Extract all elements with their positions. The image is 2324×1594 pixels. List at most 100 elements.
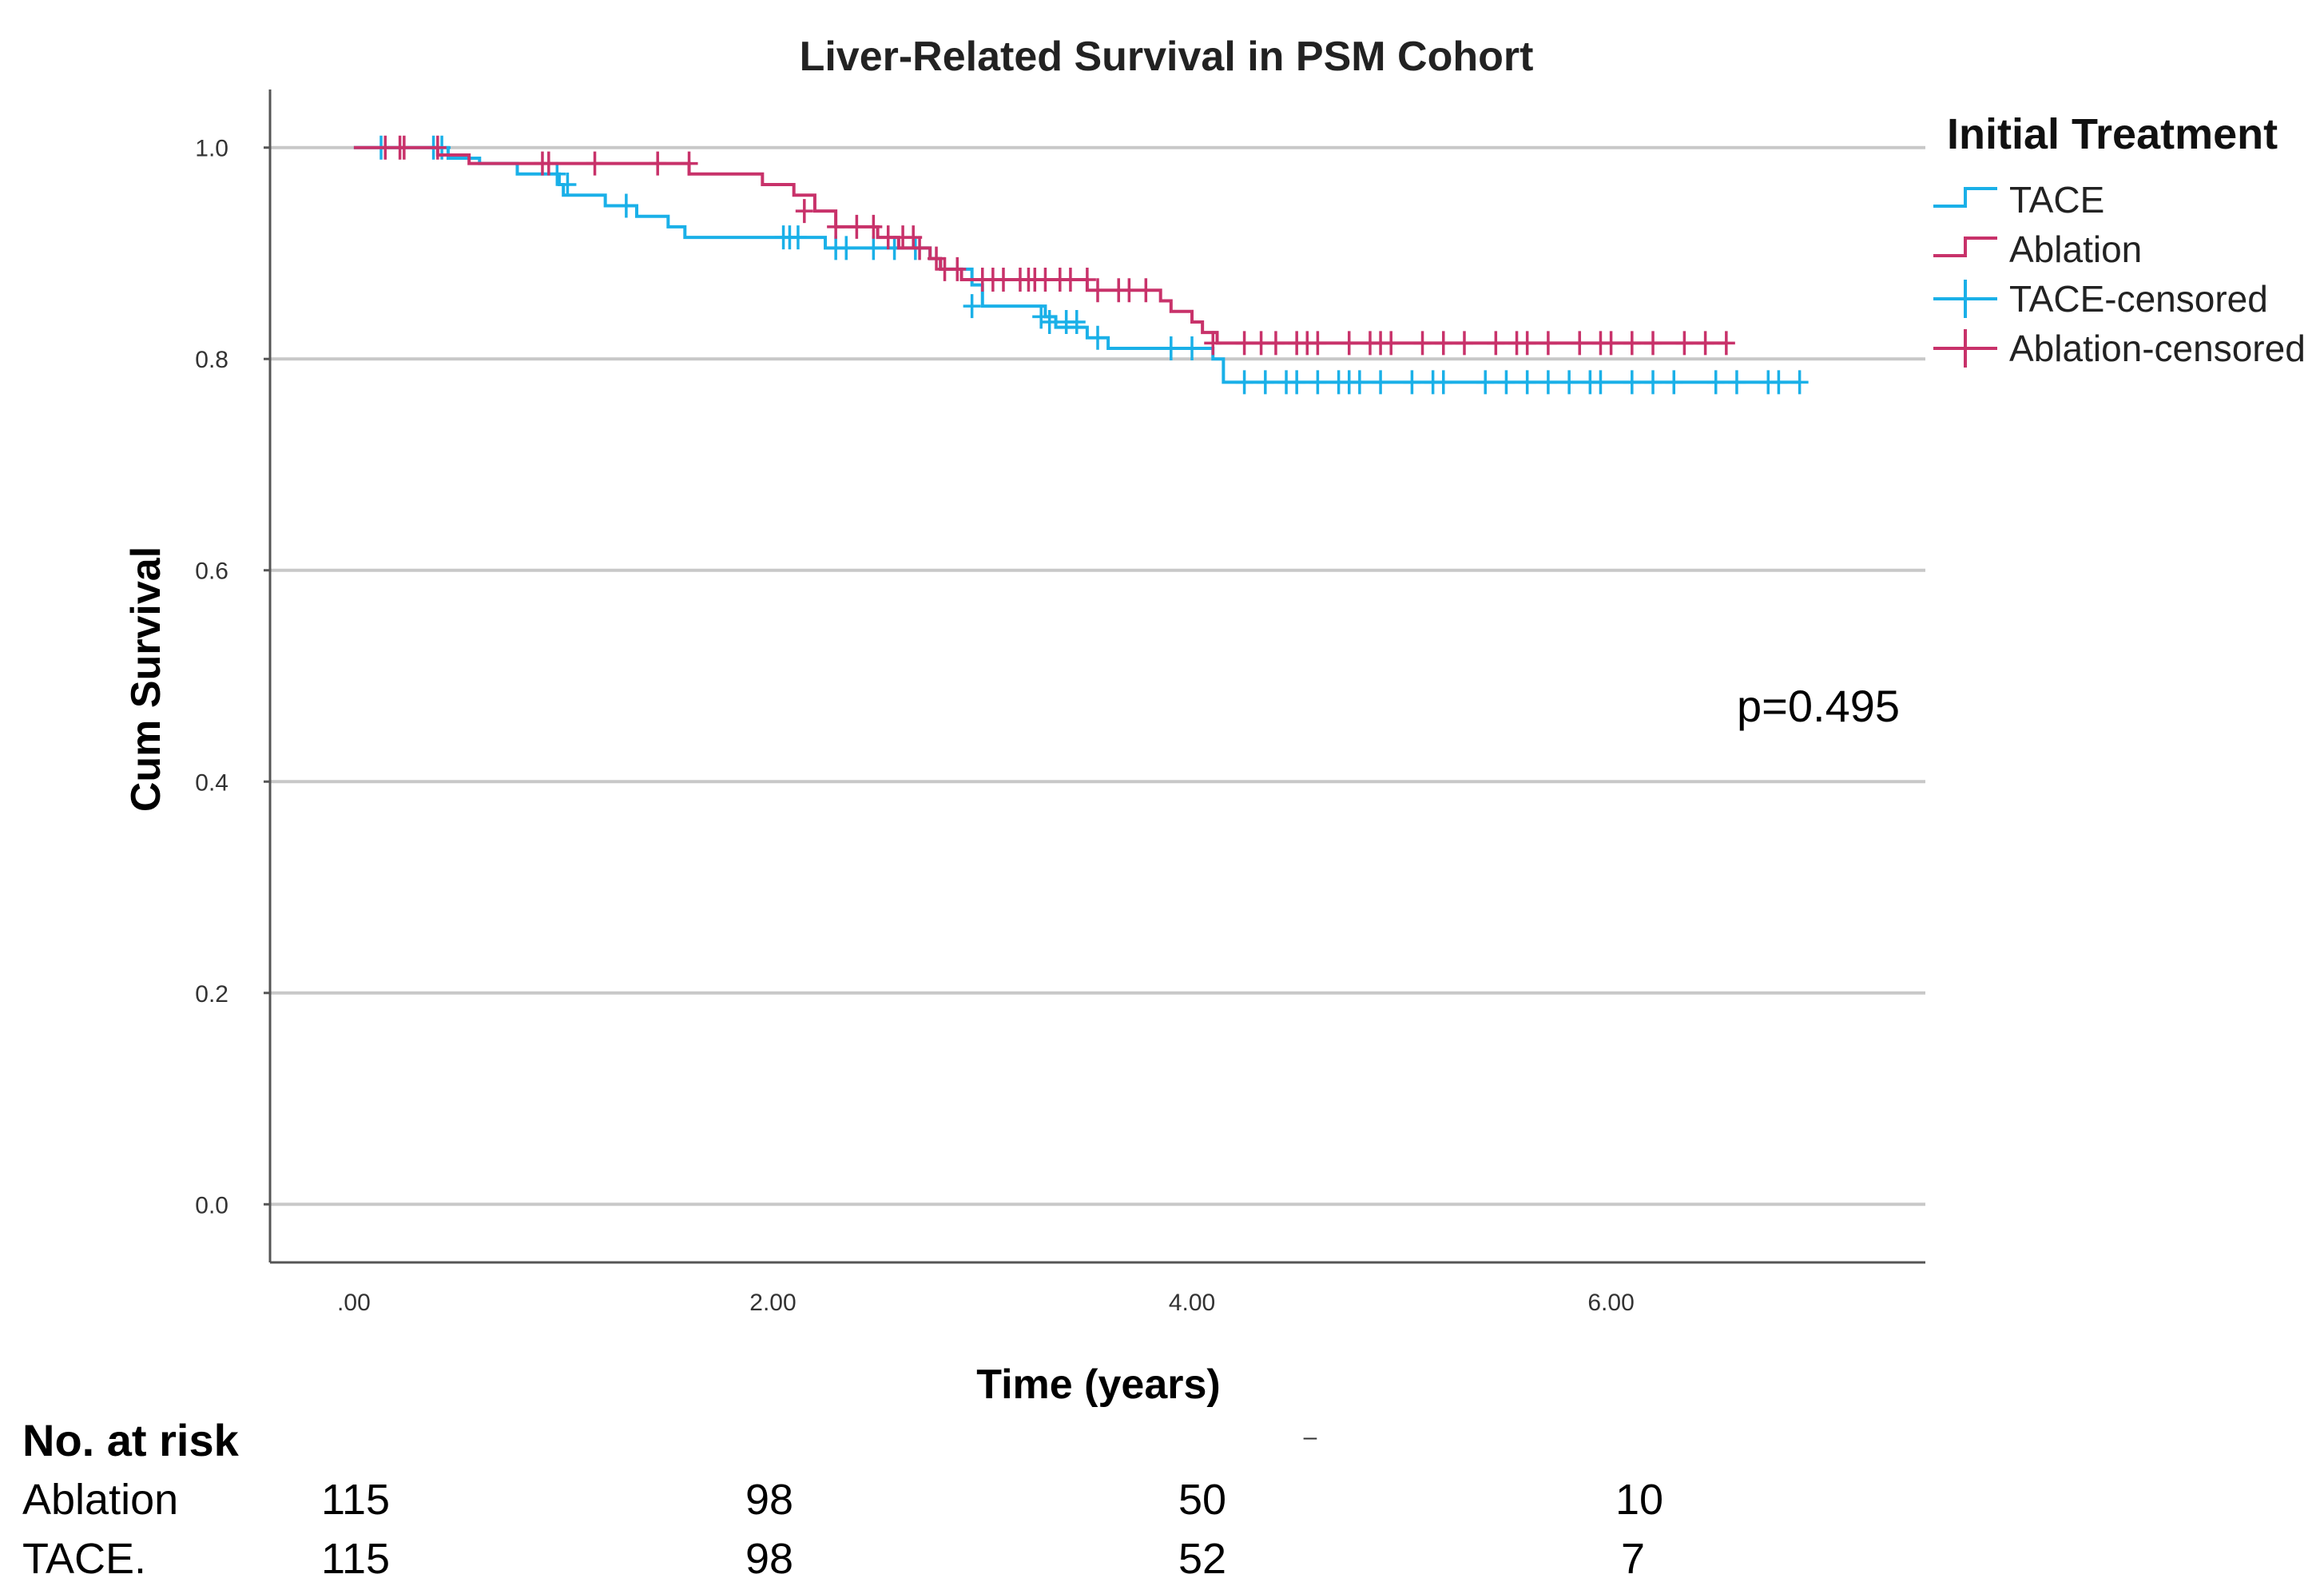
risk-value: 115: [321, 1476, 390, 1524]
censor-mark-tace: [558, 173, 577, 197]
censor-mark-ablation: [395, 135, 413, 160]
censor-mark-ablation: [1266, 331, 1285, 356]
y-tick-label: 0.8: [195, 347, 228, 373]
censor-mark-ablation: [1078, 268, 1096, 292]
censor-mark-ablation: [680, 151, 698, 176]
censor-mark-ablation: [1413, 331, 1432, 356]
censor-mark-tace: [1665, 370, 1683, 395]
censor-mark-ablation: [539, 151, 558, 176]
censor-mark-tace: [1162, 336, 1180, 361]
censor-mark-ablation: [994, 268, 1012, 292]
censor-mark-ablation: [1518, 331, 1536, 356]
censor-mark-tace: [1623, 370, 1641, 395]
censor-mark-tace: [1644, 370, 1663, 395]
censor-mark-ablation: [1137, 278, 1155, 303]
censor-mark-ablation: [1235, 331, 1253, 356]
censor-mark-ablation: [1675, 331, 1694, 356]
axes: [268, 89, 1925, 1264]
y-tick-label: 1.0: [195, 136, 228, 162]
x-tick-label: 2.00: [749, 1290, 796, 1316]
censor-mark-tace: [1288, 370, 1306, 395]
censor-mark-tace: [617, 193, 635, 218]
censor-mark-tace: [1518, 370, 1536, 395]
risk-value: 98: [745, 1476, 793, 1524]
censor-mark-ablation: [1539, 331, 1557, 356]
censor-mark-ablation: [1717, 331, 1735, 356]
censor-mark-tace: [864, 236, 883, 260]
censor-mark-ablation: [1382, 331, 1400, 356]
legend-swatch-ablation: [1933, 237, 1997, 257]
censor-mark-ablation: [795, 199, 813, 224]
y-tick-label: 0.4: [195, 769, 228, 796]
censor-mark-ablation: [1623, 331, 1641, 356]
x-tick-label: .00: [337, 1290, 371, 1316]
chart-title: Liver-Related Survival in PSM Cohort: [800, 34, 1534, 80]
km-curve-tace: [353, 145, 1800, 384]
censor-mark-tace: [548, 161, 566, 186]
censor-mark-tace: [1309, 370, 1327, 395]
censor-mark-tace: [1350, 370, 1369, 395]
y-tick-label: 0.6: [195, 558, 228, 585]
censor-mark-ablation: [948, 256, 967, 281]
censor-mark-ablation: [1252, 331, 1270, 356]
censor-mark-ablation: [827, 214, 845, 239]
censor-mark-ablation: [1309, 331, 1327, 356]
censor-mark-ablation: [864, 214, 883, 239]
censor-mark-tace: [1089, 325, 1106, 350]
censor-mark-ablation: [928, 246, 946, 271]
risk-table: No. at risk – Ablation 115 98 50 10 TACE. 115 9…: [22, 1415, 1663, 1583]
censor-mark-tace: [1403, 370, 1421, 395]
censor-mark-tace: [1067, 309, 1086, 334]
censor-mark-tace: [837, 236, 856, 260]
risk-row-label: TACE.: [22, 1535, 146, 1583]
censor-mark-tace: [789, 225, 807, 250]
legend-swatch-ablation-censored: [1933, 329, 1997, 368]
censor-mark-tace: [1497, 370, 1516, 395]
censor-mark-tace: [1256, 370, 1274, 395]
y-tick-label: 0.0: [195, 1192, 228, 1218]
legend-label-ablation-censored: Ablation-censored: [2009, 328, 2306, 369]
risk-value: 50: [1178, 1476, 1226, 1524]
gridlines: [264, 145, 1925, 1206]
censor-mark-ablation: [1340, 331, 1358, 356]
censor-mark-tace: [1706, 370, 1725, 395]
censor-mark-ablation: [879, 225, 897, 250]
legend-swatch-tace: [1933, 187, 1997, 208]
censor-mark-ablation: [1602, 331, 1620, 356]
legend-title: Initial Treatment: [1947, 110, 2278, 158]
censor-mark-ablation: [911, 236, 929, 260]
y-axis-title: Cum Survival: [123, 547, 169, 812]
censor-mark-tace: [1560, 370, 1579, 395]
censor-mark-ablation: [1061, 268, 1079, 292]
censor-mark-ablation: [1455, 331, 1473, 356]
risk-row-label: Ablation: [22, 1476, 178, 1524]
censor-mark-ablation: [586, 151, 604, 176]
risk-value: 7: [1621, 1535, 1645, 1583]
censor-mark-ablation: [1644, 331, 1663, 356]
censor-mark-ablation: [1571, 331, 1589, 356]
censor-mark-tace: [963, 294, 981, 319]
x-tick-label: 4.00: [1169, 1290, 1215, 1316]
survival-curves: [353, 135, 1809, 395]
censor-mark-tace: [1727, 370, 1746, 395]
censor-mark-ablation: [1434, 331, 1452, 356]
censor-mark-ablation: [428, 135, 447, 160]
censor-mark-tace: [1770, 370, 1788, 395]
censor-mark-ablation: [1120, 278, 1138, 303]
censor-mark-tace: [1790, 370, 1809, 395]
p-value-annotation: p=0.495: [1737, 681, 1900, 731]
x-tick-labels: .00 2.00 4.00 6.00: [337, 1290, 1635, 1316]
censor-mark-ablation: [649, 151, 667, 176]
censor-mark-ablation: [1089, 278, 1106, 303]
x-tick-label: 6.00: [1587, 1290, 1634, 1316]
x-axis-title: Time (years): [976, 1361, 1220, 1408]
legend-label-ablation: Ablation: [2009, 229, 2142, 270]
censor-mark-tace: [1235, 370, 1253, 395]
censor-mark-ablation: [1036, 268, 1055, 292]
risk-value: 115: [321, 1535, 390, 1583]
risk-table-heading: No. at risk: [22, 1415, 240, 1465]
censor-mark-ablation: [1487, 331, 1505, 356]
risk-table-stray-mark: –: [1304, 1424, 1317, 1450]
legend: Initial Treatment TACE Ablation TACE-censo…: [1933, 110, 2306, 369]
